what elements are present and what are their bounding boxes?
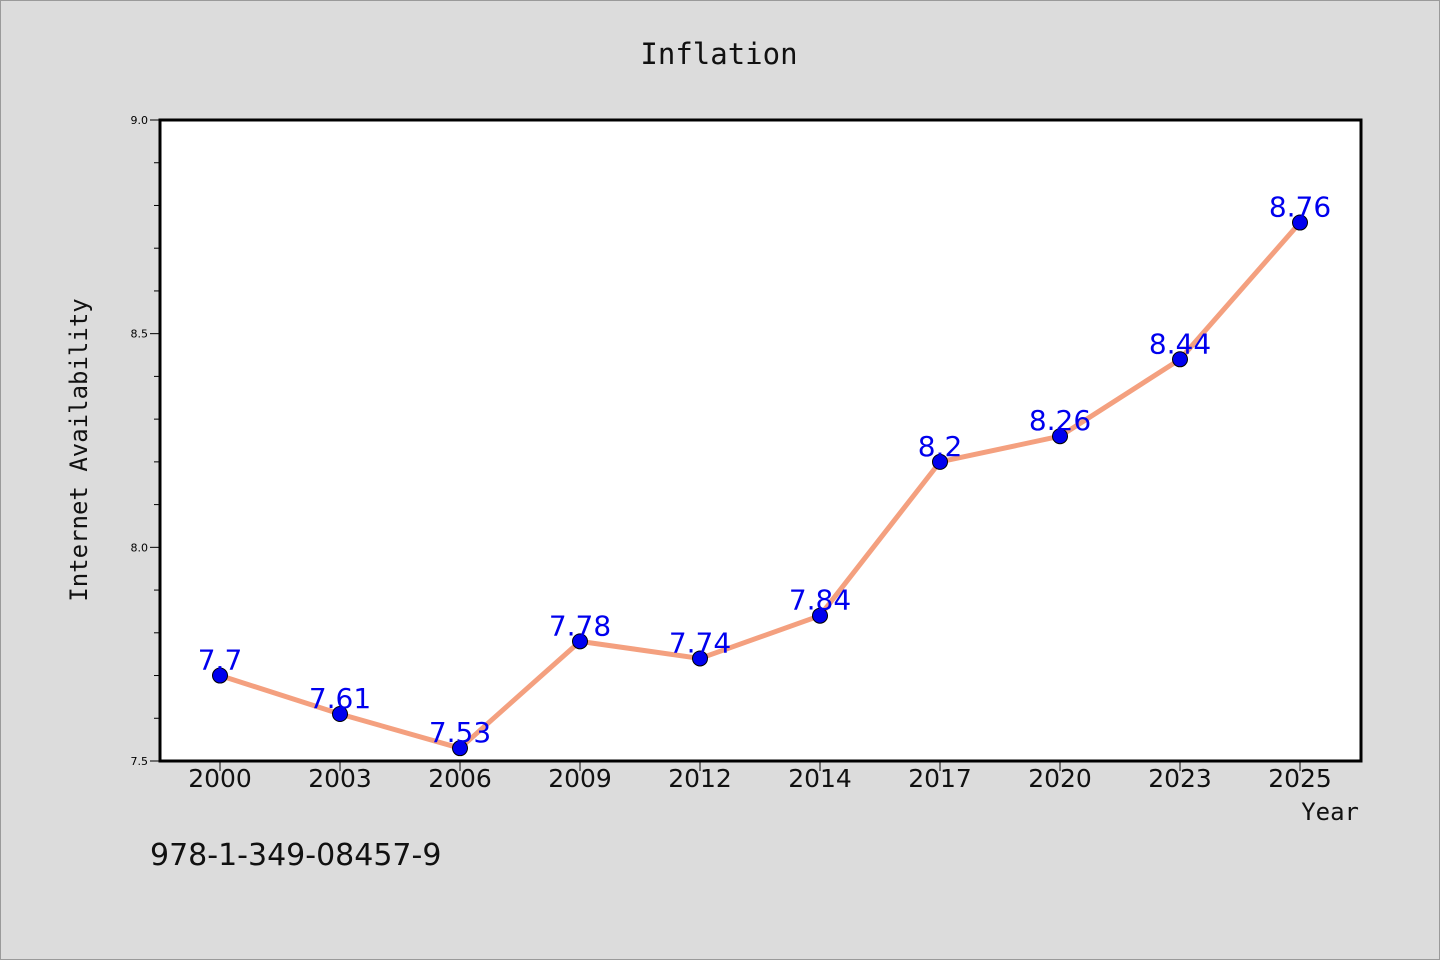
y-axis: 7.5 8.0 8.5 9.0 — [131, 114, 160, 768]
x-tick-label: 2020 — [1028, 764, 1092, 793]
data-label: 8.2 — [918, 430, 963, 463]
data-label: 7.7 — [198, 644, 243, 677]
data-point — [1292, 214, 1308, 231]
data-label: 8.44 — [1149, 327, 1211, 360]
data-label: 7.61 — [309, 682, 371, 715]
data-point — [452, 740, 468, 757]
y-axis-label: Internet Availability — [65, 298, 93, 601]
x-axis-label: Year — [1301, 798, 1359, 826]
data-label: 7.78 — [549, 609, 611, 642]
series-layer: 7.7 7.61 7.53 7.78 7.74 7.84 8.2 8.26 8.44 8.76 — [198, 191, 1331, 757]
y-tick-label: 8.5 — [131, 328, 149, 341]
y-tick-label: 9.0 — [131, 114, 149, 127]
chart-title: Inflation — [640, 37, 797, 71]
isbn-annotation: 978-1-349-08457-9 — [150, 838, 441, 873]
data-label: 8.26 — [1029, 404, 1091, 437]
x-tick-label: 2017 — [908, 764, 972, 793]
x-tick-label: 2025 — [1268, 764, 1332, 793]
data-point — [572, 633, 588, 650]
data-label: 8.76 — [1269, 191, 1331, 224]
plot-area — [158, 118, 1363, 763]
data-point — [932, 453, 948, 470]
x-tick-label: 2006 — [428, 764, 492, 793]
x-axis: 2000 2003 2006 2009 2012 2014 2017 2020 2023 2025 — [188, 761, 1332, 793]
x-tick-label: 2009 — [548, 764, 612, 793]
data-point — [692, 650, 708, 667]
data-point — [1172, 351, 1188, 368]
y-tick-label: 8.0 — [131, 541, 149, 554]
data-point — [212, 667, 228, 684]
x-tick-label: 2023 — [1148, 764, 1212, 793]
x-tick-label: 2012 — [668, 764, 732, 793]
data-point — [1052, 428, 1068, 445]
data-label: 7.84 — [789, 584, 851, 617]
y-tick-label: 7.5 — [131, 755, 149, 768]
data-point — [812, 607, 828, 624]
data-label: 7.74 — [669, 626, 731, 659]
x-tick-label: 2000 — [188, 764, 252, 793]
series-line — [217, 220, 1303, 751]
data-label: 7.53 — [429, 716, 491, 749]
x-tick-label: 2003 — [308, 764, 372, 793]
data-point — [332, 705, 348, 722]
x-tick-label: 2014 — [788, 764, 852, 793]
